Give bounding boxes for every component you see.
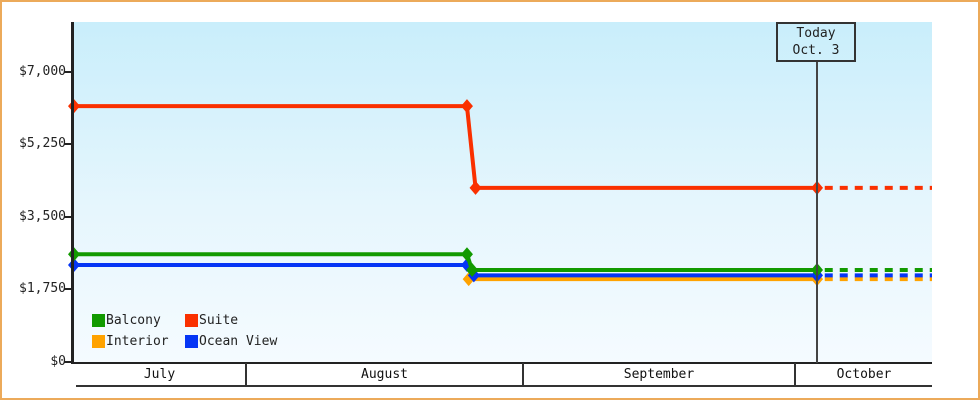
y-tick-label: $5,250 [19,136,66,151]
data-point-marker [460,247,473,262]
month-separator [794,363,796,385]
data-point-marker [466,262,479,277]
legend-label-balcony: Balcony [106,313,161,328]
data-point-marker [460,99,473,114]
month-label-august: August [361,367,408,382]
y-tick-mark [64,288,72,290]
legend-item-suite: Suite [185,314,277,327]
month-separator [522,363,524,385]
legend-swatch-suite [185,314,198,327]
today-label: Today [796,26,836,41]
legend-item-interior: Interior [92,335,185,348]
y-tick-label: $3,500 [19,209,66,224]
y-tick-mark [64,361,72,363]
y-tick-label: $0 [50,354,66,369]
plot-area [74,22,932,362]
today-date-label: Oct. 3 [792,43,840,58]
legend-label-suite: Suite [199,313,239,328]
month-label-october: October [836,367,892,382]
series-line-suite [68,99,932,195]
month-label-july: July [143,367,176,382]
legend-swatch-balcony [92,314,105,327]
series-line-balcony [68,247,932,277]
today-vertical-line [816,61,818,363]
month-label-september: September [623,367,695,382]
y-tick-label: $7,000 [19,64,66,79]
y-tick-mark [64,71,72,73]
legend-label-interior: Interior [106,334,169,349]
month-band-border [76,385,932,387]
y-tick-mark [64,143,72,145]
data-point-marker [68,247,80,262]
legend-item-ocean-view: Ocean View [185,335,277,348]
x-axis-line [74,362,932,364]
legend-swatch-ocean-view [185,335,198,348]
legend-swatch-interior [92,335,105,348]
y-tick-mark [64,216,72,218]
data-point-marker [68,99,80,114]
legend-label-ocean-view: Ocean View [199,334,278,349]
y-tick-label: $1,750 [19,281,66,296]
today-marker-box: Today Oct. 3 [776,22,856,62]
y-axis-line [71,22,74,364]
legend-item-balcony: Balcony [92,314,185,327]
data-point-marker [469,180,482,195]
legend: Balcony Suite Interior Ocean View [92,314,277,348]
month-separator [245,363,247,385]
